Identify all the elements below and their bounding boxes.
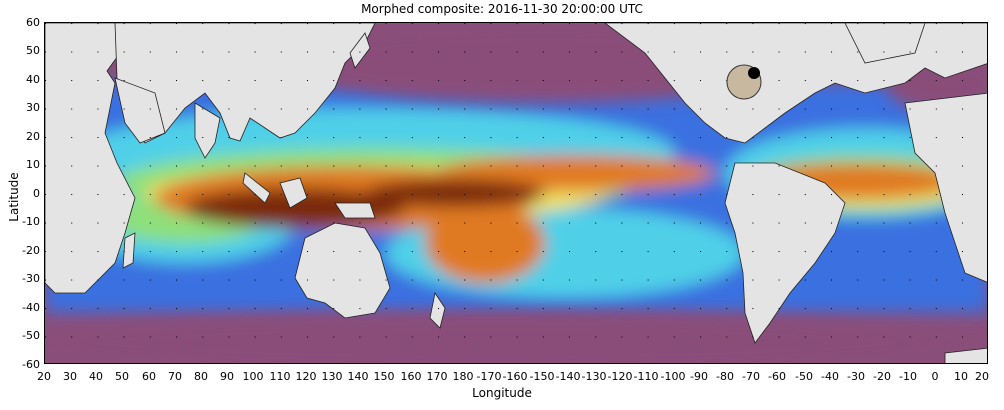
- x-tick-label: 150: [373, 370, 395, 383]
- x-tick-label: 100: [242, 370, 264, 383]
- x-tick-label: -40: [821, 370, 839, 383]
- x-tick-label: 60: [142, 370, 156, 383]
- x-tick-label: 10: [954, 370, 968, 383]
- x-tick-label: -150: [529, 370, 555, 383]
- x-tick-label: 20: [37, 370, 51, 383]
- x-tick-label: 120: [295, 370, 317, 383]
- x-tick-label: 40: [89, 370, 103, 383]
- x-tick-label: -130: [581, 370, 607, 383]
- x-tick-label: 130: [321, 370, 343, 383]
- y-tick-label: 10: [26, 158, 40, 171]
- y-tick-label: -10: [22, 215, 40, 228]
- x-tick-label: -80: [716, 370, 734, 383]
- x-axis-title: Longitude: [472, 386, 532, 400]
- x-tick-label: -160: [502, 370, 528, 383]
- x-tick-label: 30: [63, 370, 77, 383]
- x-tick-label: 170: [426, 370, 448, 383]
- x-tick-label: 110: [269, 370, 291, 383]
- x-tick-label: -140: [555, 370, 581, 383]
- x-tick-label: -50: [795, 370, 813, 383]
- cimss-logo: [721, 63, 767, 101]
- moisture-map: [44, 22, 988, 364]
- x-tick-label: -120: [607, 370, 633, 383]
- x-tick-label: -30: [847, 370, 865, 383]
- y-tick-label: 20: [26, 130, 40, 143]
- x-tick-label: 160: [400, 370, 422, 383]
- x-tick-label: 180: [452, 370, 474, 383]
- x-tick-label: -70: [742, 370, 760, 383]
- x-tick-label: -100: [660, 370, 686, 383]
- y-tick-label: -50: [22, 329, 40, 342]
- x-tick-label: -90: [690, 370, 708, 383]
- y-tick-label: -30: [22, 272, 40, 285]
- x-tick-label: 90: [220, 370, 234, 383]
- y-tick-label: 30: [26, 101, 40, 114]
- y-tick-label: -20: [22, 244, 40, 257]
- y-tick-label: 0: [33, 187, 40, 200]
- x-tick-label: 20: [975, 370, 989, 383]
- x-tick-label: -170: [476, 370, 502, 383]
- x-tick-label: 80: [194, 370, 208, 383]
- x-tick-label: -20: [873, 370, 891, 383]
- x-tick-label: 50: [115, 370, 129, 383]
- x-tick-label: -10: [899, 370, 917, 383]
- y-tick-label: 50: [26, 44, 40, 57]
- y-tick-label: -60: [22, 358, 40, 371]
- x-tick-label: 0: [931, 370, 939, 383]
- y-tick-label: 40: [26, 73, 40, 86]
- graticule: [45, 23, 987, 363]
- x-tick-label: 70: [168, 370, 182, 383]
- map-title: Morphed composite: 2016-11-30 20:00:00 U…: [361, 2, 643, 16]
- x-tick-label: -60: [768, 370, 786, 383]
- y-tick-label: 60: [26, 16, 40, 29]
- y-tick-label: -40: [22, 301, 40, 314]
- x-tick-label: 140: [347, 370, 369, 383]
- x-tick-label: -110: [633, 370, 659, 383]
